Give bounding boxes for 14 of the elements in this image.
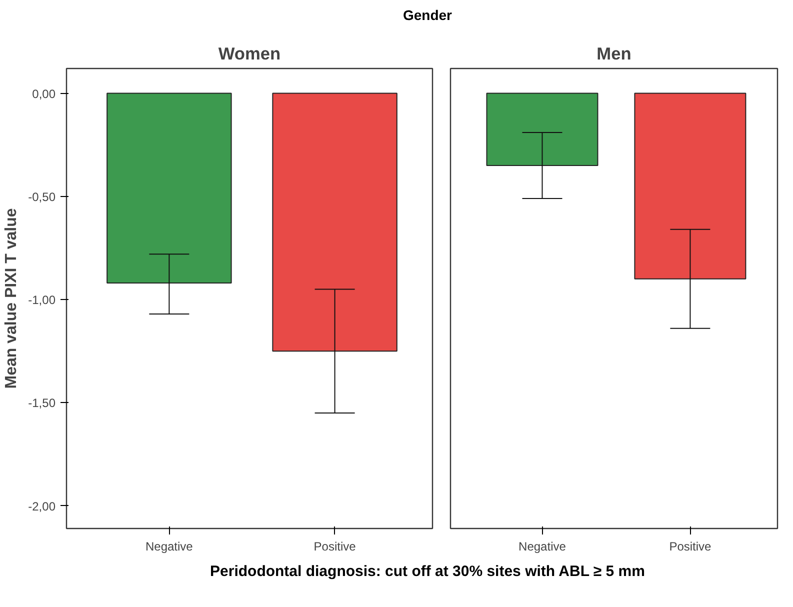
y-axis-title: Mean value PIXI T value xyxy=(3,208,20,389)
y-tick-label: -2,00 xyxy=(28,499,56,514)
x-tick-label: Negative xyxy=(518,540,566,554)
y-tick-label: 0,00 xyxy=(32,86,56,101)
chart-title: Men xyxy=(596,44,632,64)
text: Gender xyxy=(402,6,452,25)
x-tick-label: Positive xyxy=(314,540,356,554)
x-tick-label: Positive xyxy=(669,540,712,554)
y-tick-label: -1,50 xyxy=(28,396,56,410)
x-axis-title: Peridodontal diagnosis: cut off at 30% sites with ABL ≥ 5 mm xyxy=(210,562,645,582)
y-tick-label: -0,50 xyxy=(28,190,56,204)
chart-title: Women xyxy=(218,44,281,64)
x-tick-label: Negative xyxy=(146,540,194,554)
y-tick-label: -1,00 xyxy=(28,293,56,308)
